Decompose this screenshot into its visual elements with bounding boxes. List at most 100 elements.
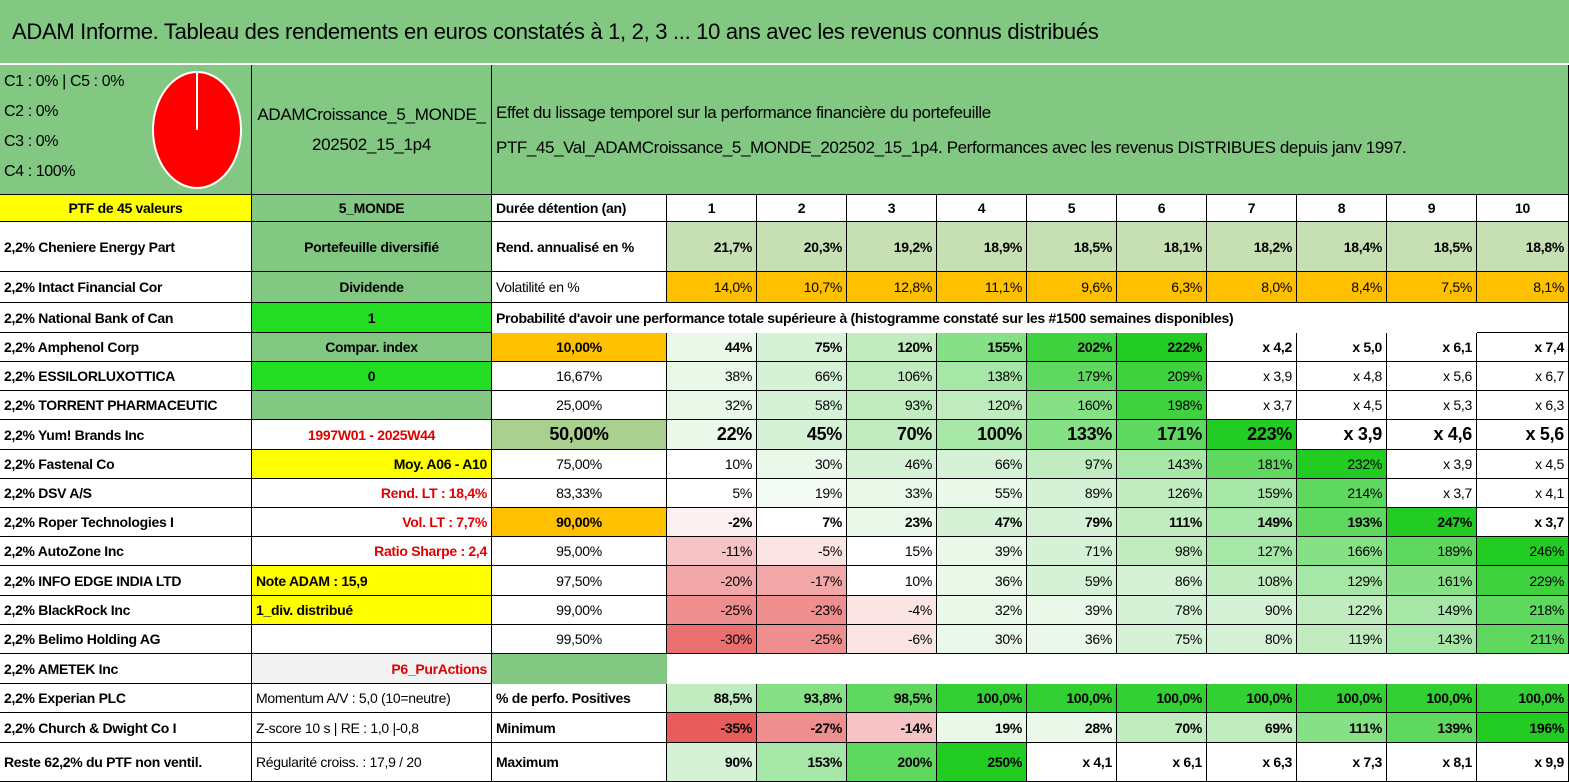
info-cell: Rend. LT : 18,4% xyxy=(252,479,492,508)
data-cell: 100,0% xyxy=(937,684,1027,713)
data-cell: 196% xyxy=(1477,713,1569,743)
row-label: 2,2% Belimo Holding AG xyxy=(0,625,252,654)
data-cell: 58% xyxy=(757,391,847,420)
measure-label: 99,00% xyxy=(492,596,667,625)
measure-label: 95,00% xyxy=(492,537,667,566)
data-cell: 97% xyxy=(1027,450,1117,479)
measure-label: Minimum xyxy=(492,713,667,743)
data-cell: x 8,1 xyxy=(1387,743,1477,782)
data-cell: 18,8% xyxy=(1477,222,1569,272)
data-cell: -35% xyxy=(667,713,757,743)
data-cell: x 6,3 xyxy=(1207,743,1297,782)
measure-label: 99,50% xyxy=(492,625,667,654)
data-cell: x 5,6 xyxy=(1387,362,1477,391)
info-cell: Compar. index xyxy=(252,333,492,362)
data-cell: -25% xyxy=(667,596,757,625)
row-label: 2,2% ESSILORLUXOTTICA xyxy=(0,362,252,391)
data-cell: 22% xyxy=(667,420,757,450)
measure-label: Rend. annualisé en % xyxy=(492,222,667,272)
data-cell: 7,5% xyxy=(1387,272,1477,303)
data-cell: 8,0% xyxy=(1207,272,1297,303)
data-cell: x 3,9 xyxy=(1207,362,1297,391)
data-cell: 10,7% xyxy=(757,272,847,303)
data-cell: 179% xyxy=(1027,362,1117,391)
info-cell: P6_PurActions xyxy=(252,654,492,684)
empty-cell xyxy=(1477,303,1569,333)
data-cell: 153% xyxy=(757,743,847,782)
data-cell: x 3,7 xyxy=(1477,508,1569,537)
info-cell: 1997W01 - 2025W44 xyxy=(252,420,492,450)
data-cell: 88,5% xyxy=(667,684,757,713)
data-cell: 59% xyxy=(1027,566,1117,596)
row-label: 2,2% Experian PLC xyxy=(0,684,252,713)
column-header: 7 xyxy=(1207,195,1297,222)
data-cell: 111% xyxy=(1117,508,1207,537)
data-cell: 28% xyxy=(1027,713,1117,743)
data-cell: 193% xyxy=(1297,508,1387,537)
data-cell: 247% xyxy=(1387,508,1477,537)
data-cell: -17% xyxy=(757,566,847,596)
data-cell: 36% xyxy=(937,566,1027,596)
data-cell: 79% xyxy=(1027,508,1117,537)
data-cell: 139% xyxy=(1387,713,1477,743)
allocation-line: C3 : 0% xyxy=(4,133,59,150)
description-line: PTF_45_Val_ADAMCroissance_5_MONDE_202502… xyxy=(496,138,1407,157)
data-cell: 15% xyxy=(847,537,937,566)
data-cell: 202% xyxy=(1027,333,1117,362)
info-cell: Vol. LT : 7,7% xyxy=(252,508,492,537)
column-header: 6 xyxy=(1117,195,1207,222)
data-cell: x 9,9 xyxy=(1477,743,1569,782)
data-cell: -25% xyxy=(757,625,847,654)
column-header: 1 xyxy=(667,195,757,222)
data-cell: x 6,3 xyxy=(1477,391,1569,420)
data-cell: x 4,8 xyxy=(1297,362,1387,391)
row-label: 2,2% Yum! Brands Inc xyxy=(0,420,252,450)
data-cell: 189% xyxy=(1387,537,1477,566)
data-cell: 246% xyxy=(1477,537,1569,566)
data-cell: 143% xyxy=(1387,625,1477,654)
row-label: 2,2% DSV A/S xyxy=(0,479,252,508)
data-cell: -27% xyxy=(757,713,847,743)
data-cell: 100,0% xyxy=(1387,684,1477,713)
data-cell: 160% xyxy=(1027,391,1117,420)
column-header: 3 xyxy=(847,195,937,222)
column-header: 10 xyxy=(1477,195,1569,222)
data-cell: x 3,7 xyxy=(1387,479,1477,508)
data-cell: 18,4% xyxy=(1297,222,1387,272)
data-cell: 18,5% xyxy=(1387,222,1477,272)
measure-label: 25,00% xyxy=(492,391,667,420)
data-cell: 78% xyxy=(1117,596,1207,625)
info-cell: Z-score 10 s | RE : 1,0 |-0,8 xyxy=(252,713,492,743)
data-cell: 100,0% xyxy=(1477,684,1569,713)
data-cell: 70% xyxy=(847,420,937,450)
data-cell: 229% xyxy=(1477,566,1569,596)
data-cell: 8,1% xyxy=(1477,272,1569,303)
row-label: 2,2% Cheniere Energy Part xyxy=(0,222,252,272)
measure-label: 90,00% xyxy=(492,508,667,537)
data-cell: -14% xyxy=(847,713,937,743)
column-header: 9 xyxy=(1387,195,1477,222)
data-cell: x 5,6 xyxy=(1477,420,1569,450)
data-cell: 46% xyxy=(847,450,937,479)
data-cell: x 4,1 xyxy=(1027,743,1117,782)
data-cell: 47% xyxy=(937,508,1027,537)
column-header: 2 xyxy=(757,195,847,222)
data-cell: x 7,4 xyxy=(1477,333,1569,362)
data-cell: 181% xyxy=(1207,450,1297,479)
data-cell: x 5,0 xyxy=(1297,333,1387,362)
measure-label: Volatilité en % xyxy=(492,272,667,303)
data-cell: 19% xyxy=(937,713,1027,743)
row-label: 2,2% Amphenol Corp xyxy=(0,333,252,362)
allocation-cell: C1 : 0% | C5 : 0% C2 : 0% C3 : 0% C4 : 1… xyxy=(0,65,252,195)
info-cell: Moy. A06 - A10 xyxy=(252,450,492,479)
row-label: Reste 62,2% du PTF non ventil. xyxy=(0,743,252,782)
allocation-line: C1 : 0% | C5 : 0% xyxy=(4,73,125,90)
data-cell: 8,4% xyxy=(1297,272,1387,303)
measure-label xyxy=(492,654,667,684)
info-cell xyxy=(252,391,492,420)
data-cell: 149% xyxy=(1207,508,1297,537)
measure-label: Maximum xyxy=(492,743,667,782)
data-cell: 100% xyxy=(937,420,1027,450)
data-cell: -2% xyxy=(667,508,757,537)
data-cell: 55% xyxy=(937,479,1027,508)
